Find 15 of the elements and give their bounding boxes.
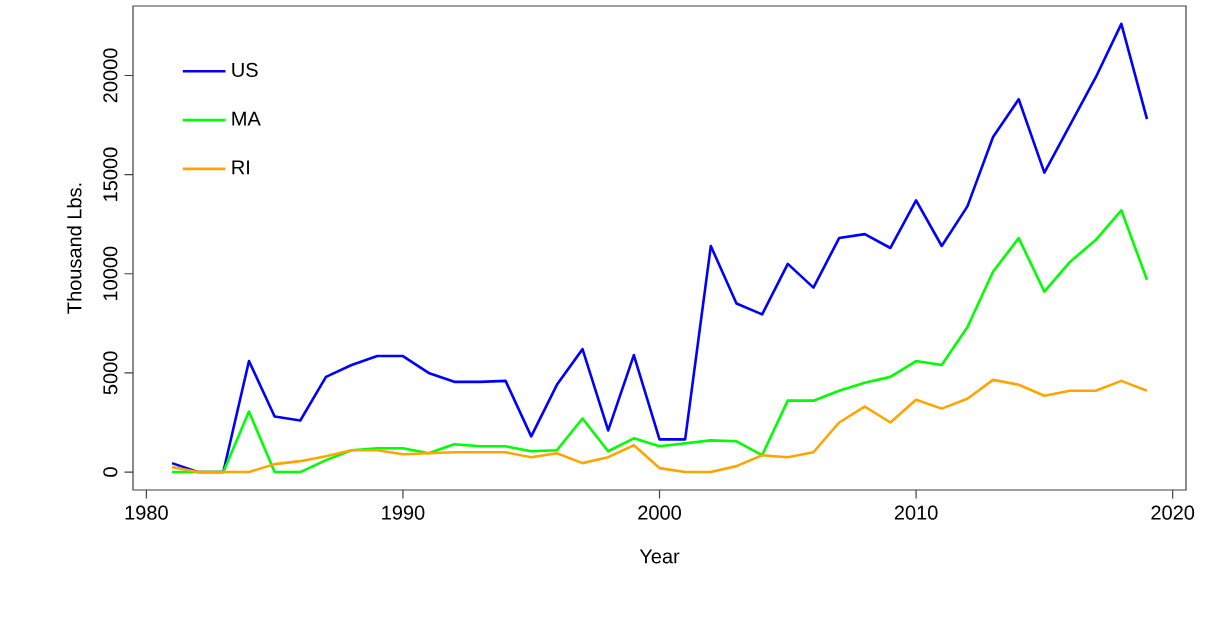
y-tick-label: 10000 [103, 246, 118, 301]
x-tick-label: 2010 [894, 505, 938, 520]
y-axis-title: Thousand Lbs. [66, 183, 82, 314]
legend-label: US [232, 62, 258, 77]
x-tick-label: 2000 [638, 505, 681, 520]
x-tick-label: 1990 [382, 505, 425, 520]
x-tick-label: 1980 [125, 505, 168, 520]
y-tick-label: 15000 [103, 147, 118, 201]
y-tick-label: 5000 [103, 351, 118, 395]
legend-label: MA [232, 111, 261, 126]
x-tick-label: 2020 [1151, 505, 1195, 520]
legend-label: RI [232, 160, 249, 175]
y-tick-label: 0 [103, 467, 118, 477]
x-axis-title: Year [639, 549, 680, 564]
y-tick-label: 20000 [103, 48, 118, 103]
